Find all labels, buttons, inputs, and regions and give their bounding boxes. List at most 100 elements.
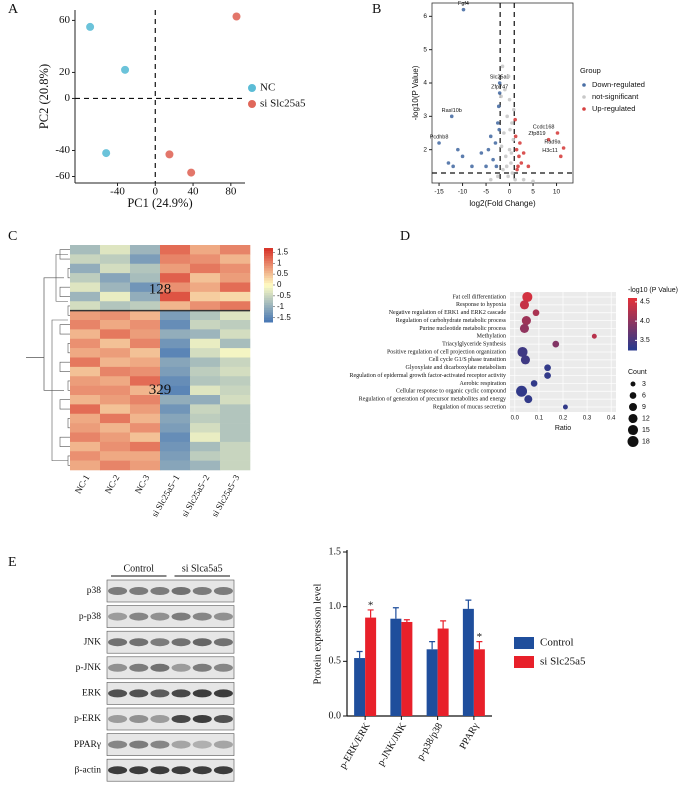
heatmap-cell [70, 301, 101, 311]
bubble [519, 300, 530, 310]
data-point [488, 177, 493, 182]
y-tick-label: 60 [59, 14, 71, 26]
data-point [514, 147, 519, 152]
blot-band [108, 587, 128, 595]
colorbar-step [628, 316, 637, 320]
colorbar-step [264, 317, 273, 321]
legend-label: Up-regulated [592, 104, 635, 113]
heatmap-cell [220, 291, 251, 302]
heatmap-cell [220, 320, 251, 330]
heatmap-cell [130, 357, 161, 368]
blot-strip [106, 630, 235, 654]
data-point [497, 81, 502, 85]
x-tick-label: 0 [153, 186, 159, 198]
heatmap-cell [100, 460, 131, 471]
heatmap-cell [220, 310, 251, 321]
data-point [516, 164, 520, 169]
x-tick-label: p-p38/p38 [415, 721, 445, 762]
blot-band [129, 587, 149, 595]
data-point [86, 22, 95, 31]
heatmap-cell [190, 441, 221, 452]
dendrogram [51, 254, 68, 461]
data-point [517, 154, 521, 159]
colorbar-label: 1 [277, 258, 282, 267]
heatmap-cell [130, 423, 161, 433]
colorbar-step [264, 270, 273, 274]
colorbar-step [264, 307, 273, 311]
data-point [526, 164, 531, 169]
data-point [446, 161, 451, 165]
dendrogram [67, 380, 70, 391]
heatmap-cell [160, 432, 191, 443]
heatmap-cell [130, 385, 161, 396]
heatmap-cell [160, 366, 191, 377]
y-tick-label: 1.0 [329, 601, 342, 612]
heatmap-cell [130, 254, 161, 265]
size-legend-marker [627, 436, 639, 447]
data-point [511, 137, 516, 142]
cluster-count: 128 [149, 281, 172, 297]
blot-band [129, 766, 149, 775]
colorbar-step [628, 313, 637, 317]
colorbar-label: 4.5 [640, 299, 650, 306]
heatmap-cell [130, 348, 161, 358]
blot-band [171, 663, 191, 672]
y-category-label: Cellular response to organic cyclic comp… [396, 389, 506, 395]
y-tick-label: -60 [55, 170, 70, 182]
data-point [511, 107, 516, 112]
heatmap-cell [100, 282, 131, 293]
data-point [501, 167, 505, 172]
legend-label: Control [540, 637, 574, 649]
heatmap-cell [190, 282, 221, 293]
y-tick-label: 2 [423, 146, 427, 153]
heatmap-cell [190, 395, 221, 405]
column-label: si Slc25a5−2 [179, 473, 211, 519]
blot-band [108, 663, 128, 672]
blot-band [129, 663, 149, 672]
legend-marker [582, 107, 586, 111]
panel-letter: C [8, 229, 17, 244]
y-axis-title: Protein expression level [312, 583, 323, 684]
x-tick-label: -40 [110, 186, 125, 198]
data-point [507, 147, 512, 152]
legend-swatch [514, 656, 534, 668]
blot-band [150, 587, 170, 595]
y-category-label: Purine nucleotide metabolic process [419, 326, 506, 332]
heatmap-cell [220, 404, 251, 415]
heatmap-cell [130, 245, 161, 255]
y-axis-title: -log10(P Value) [411, 65, 420, 120]
blot-strip [106, 682, 235, 705]
blot-band [192, 612, 212, 621]
heatmap-cell [190, 404, 221, 415]
heatmap-cell [160, 357, 191, 368]
error-bar [429, 641, 436, 650]
colorbar-step [628, 311, 637, 315]
column-label: si Slc25a5−1 [149, 473, 181, 519]
heatmap-cell [190, 357, 221, 368]
y-category-label: Methylation [477, 334, 506, 340]
data-point [479, 151, 484, 155]
data-point [507, 97, 512, 102]
heatmap-cell [100, 348, 131, 358]
legend-marker [582, 83, 586, 87]
colorbar-step [264, 260, 273, 264]
blot-group-label: si Slca5a5 [182, 563, 223, 574]
blot-strip [106, 733, 235, 756]
point-label: Rad9a [544, 139, 561, 145]
data-point [555, 131, 560, 135]
bubble [519, 323, 530, 333]
bubble [552, 340, 560, 348]
heatmap-cell [100, 376, 131, 386]
colorbar-step [264, 280, 273, 284]
blot-row-label: ERK [82, 689, 101, 699]
blot-band [150, 715, 170, 723]
color-legend-title: -log10 (P Value) [628, 287, 678, 294]
point-label: Zfp747 [491, 84, 508, 90]
bubble [532, 309, 540, 317]
legend-label: si Slc25a5 [260, 98, 306, 110]
blot-strip [106, 656, 235, 680]
point-label: Slc25a5 [490, 74, 510, 80]
data-point [509, 161, 513, 165]
error-bar [403, 619, 410, 622]
heatmap-cell [100, 395, 131, 405]
